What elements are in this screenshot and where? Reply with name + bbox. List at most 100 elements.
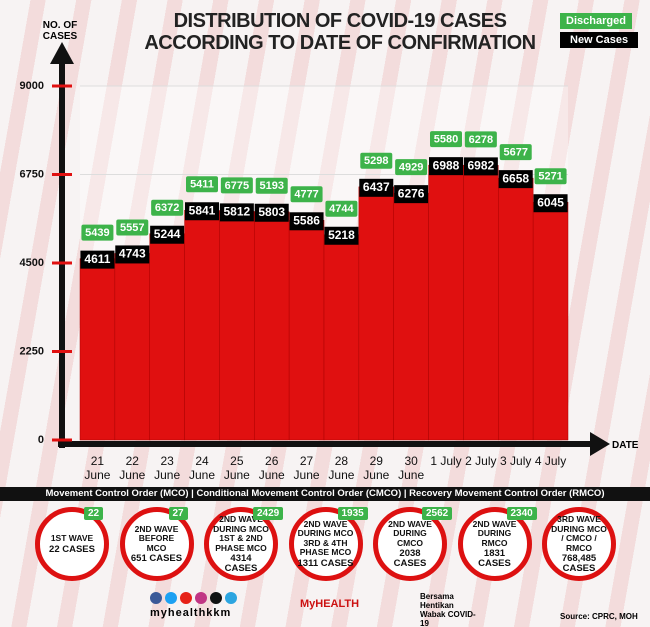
discharged-label: 5580 bbox=[434, 134, 458, 146]
wave-cases: 4314 CASES bbox=[224, 553, 258, 574]
x-tick-label: 3 July bbox=[500, 454, 532, 468]
logo: MyHEALTH bbox=[300, 598, 360, 610]
wave-label: 2ND WAVE DURING CMCO bbox=[388, 518, 432, 548]
new-cases-label: 6982 bbox=[468, 159, 495, 173]
x-tick-label: 30 June bbox=[398, 454, 425, 482]
y-tick-label: 6750 bbox=[20, 168, 44, 180]
x-tick-label: 23 June bbox=[154, 454, 181, 482]
new-cases-label-box bbox=[115, 245, 150, 264]
new-cases-label: 6437 bbox=[363, 180, 390, 194]
x-tick-label: 2 July bbox=[465, 454, 497, 468]
wave-cases: 768,485 CASES bbox=[561, 553, 597, 574]
wave-cases: 2038 CASES bbox=[393, 548, 427, 569]
legend-item: Discharged bbox=[560, 13, 632, 29]
x-tick-label: 28 June bbox=[328, 454, 355, 482]
new-cases-label-box bbox=[219, 203, 254, 222]
discharged-label-box bbox=[360, 152, 393, 169]
wave-circle: 3RD WAVE DURING MCO / CMCO / RMCO 768,485… bbox=[542, 507, 616, 581]
discharged-label: 5271 bbox=[538, 171, 562, 183]
new-cases-label-box bbox=[429, 157, 463, 176]
y-tick-label: 4500 bbox=[20, 257, 44, 269]
wave-badge: 2562 bbox=[422, 507, 453, 520]
wave-badge: 2340 bbox=[506, 507, 537, 520]
y-tick-label: 2250 bbox=[20, 345, 44, 357]
campaign: Bersama Hentikan Wabak COVID-19 bbox=[420, 592, 476, 627]
discharged-label: 5557 bbox=[120, 222, 144, 234]
bar bbox=[254, 211, 290, 441]
wave-cases: 22 CASES bbox=[49, 543, 95, 555]
bar bbox=[184, 210, 220, 441]
discharged-label: 4744 bbox=[329, 203, 354, 215]
new-cases-label: 6045 bbox=[537, 195, 564, 209]
discharged-label: 4929 bbox=[399, 162, 423, 174]
new-cases-label: 5803 bbox=[258, 205, 285, 219]
bar bbox=[219, 211, 255, 441]
wave-label: 2ND WAVE BEFORE MCO bbox=[134, 523, 179, 553]
bar bbox=[498, 177, 534, 441]
discharged-label-box bbox=[151, 199, 184, 216]
wave-label: 2ND WAVE DURING RMCO bbox=[472, 518, 517, 548]
discharged-label: 5677 bbox=[503, 147, 527, 159]
wave-cases: 1831 CASES bbox=[478, 548, 511, 569]
x-tick-label: 21 June bbox=[84, 454, 111, 482]
social-icons bbox=[150, 592, 237, 604]
wave-badge: 27 bbox=[168, 507, 188, 520]
wave-label: 2ND WAVE DURING MCO 3RD & 4TH PHASE MCO bbox=[297, 518, 354, 558]
new-cases-label-box bbox=[289, 212, 324, 231]
discharged-label-box bbox=[499, 144, 532, 161]
wave-circle: 2ND WAVE DURING MCO 3RD & 4TH PHASE MCO 1… bbox=[288, 507, 363, 581]
chart-subtitle: ACCORDING TO DATE OF CONFIRMATION bbox=[144, 32, 536, 54]
wave-label: 3RD WAVE DURING MCO / CMCO / RMCO bbox=[551, 514, 607, 553]
discharged-label: 6278 bbox=[469, 134, 493, 146]
bar bbox=[323, 234, 360, 441]
discharged-label-box bbox=[290, 186, 323, 203]
new-cases-label: 5244 bbox=[154, 227, 181, 241]
new-cases-label: 5218 bbox=[328, 228, 355, 242]
y-tick-label: 0 bbox=[38, 434, 44, 446]
new-cases-label: 5586 bbox=[293, 213, 320, 227]
new-cases-label: 5841 bbox=[189, 203, 216, 217]
discharged-label: 5298 bbox=[364, 155, 388, 167]
wave-badge: 22 bbox=[84, 507, 104, 520]
x-tick-label: 4 July bbox=[534, 454, 567, 468]
x-tick-label: 29 June bbox=[363, 454, 390, 482]
discharged-label: 5439 bbox=[85, 227, 109, 239]
y-axis-arrow bbox=[50, 42, 74, 64]
discharged-label-box bbox=[534, 168, 567, 185]
discharged-label-box bbox=[395, 159, 428, 176]
discharged-label: 6372 bbox=[155, 202, 179, 214]
bar bbox=[358, 186, 394, 441]
new-cases-label-box bbox=[254, 203, 289, 222]
discharged-label: 5193 bbox=[259, 180, 283, 192]
x-tick-label: 24 June bbox=[188, 454, 216, 482]
wave-label: 1ST WAVE bbox=[50, 533, 94, 543]
new-cases-label: 6658 bbox=[502, 171, 529, 185]
bar bbox=[428, 164, 464, 441]
discharged-label-box bbox=[186, 176, 218, 193]
discharged-label: 5411 bbox=[190, 179, 214, 191]
new-cases-label-box bbox=[463, 157, 498, 176]
wave-badge: 2429 bbox=[253, 507, 284, 520]
new-cases-label: 4611 bbox=[84, 252, 110, 266]
banner: Movement Control Order (MCO) | Condition… bbox=[0, 487, 650, 501]
discharged-label-box bbox=[116, 219, 149, 236]
chart-title: DISTRIBUTION OF COVID-19 CASES bbox=[173, 10, 507, 32]
new-cases-label: 6988 bbox=[433, 158, 460, 172]
new-cases-label: 5812 bbox=[224, 205, 251, 219]
bar bbox=[114, 253, 150, 441]
new-cases-label-box bbox=[533, 194, 568, 213]
wave-cases: 651 CASES bbox=[130, 553, 183, 564]
x-tick-label: 27 June bbox=[293, 454, 320, 482]
x-axis-arrow bbox=[590, 432, 610, 456]
bar bbox=[79, 258, 116, 441]
brand: myhealthkkm bbox=[150, 607, 232, 619]
new-cases-label: 4743 bbox=[119, 247, 146, 261]
x-tick-label: 1 July bbox=[430, 454, 462, 468]
wave-badge: 1935 bbox=[337, 507, 368, 520]
wave-label: 2ND WAVE DURING MCO 1ST & 2ND PHASE MCO bbox=[213, 514, 269, 553]
y-axis-label: NO. OF CASES bbox=[42, 20, 78, 42]
bar bbox=[463, 165, 499, 441]
x-tick-label: 26 June bbox=[258, 454, 285, 482]
